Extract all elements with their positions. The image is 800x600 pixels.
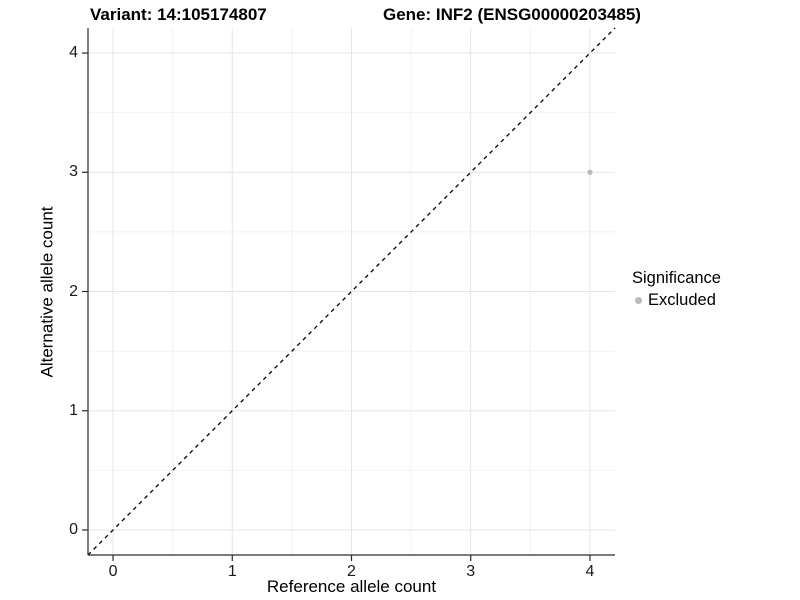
legend-title: Significance	[632, 269, 721, 287]
x-tick-label: 0	[108, 563, 118, 580]
legend-point-icon	[635, 297, 642, 304]
legend: Significance Excluded	[632, 269, 721, 310]
y-tick-label: 2	[69, 282, 78, 300]
legend-item-excluded: Excluded	[632, 291, 721, 310]
x-axis-title: Reference allele count	[266, 577, 437, 596]
data-point-excluded	[587, 169, 593, 175]
x-tick-label: 4	[585, 563, 595, 580]
x-tick-label: 1	[227, 563, 237, 580]
x-tick-label: 3	[466, 563, 476, 580]
y-tick-label: 4	[69, 44, 78, 62]
plot-title-variant: Variant: 14:105174807	[90, 5, 267, 24]
legend-item-label: Excluded	[648, 291, 716, 309]
plot-title-gene: Gene: INF2 (ENSG00000203485)	[383, 5, 641, 24]
y-tick-label: 3	[69, 163, 78, 181]
y-tick-label: 0	[69, 520, 78, 538]
y-tick-label: 1	[69, 401, 78, 419]
x-tick-label: 2	[347, 563, 356, 580]
